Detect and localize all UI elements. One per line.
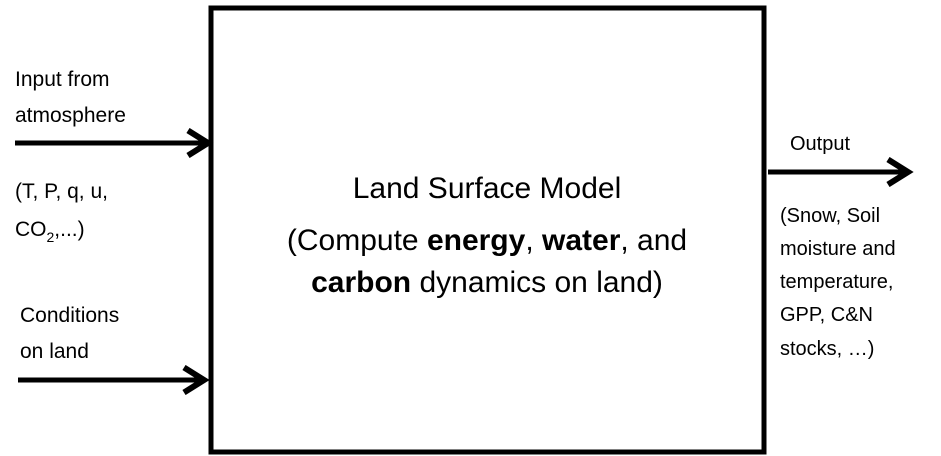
output-detail: stocks, …) xyxy=(780,338,874,360)
input-detail: (T, P, q, u, xyxy=(15,180,108,203)
conditions-label: on land xyxy=(20,340,89,363)
bold-word: water xyxy=(541,224,621,257)
input-label: Input from xyxy=(15,68,110,91)
text-part: , and xyxy=(620,224,687,257)
input-detail: CO2,...) xyxy=(15,218,85,245)
bold-word: energy xyxy=(427,224,526,257)
output-detail: (Snow, Soil xyxy=(780,205,880,227)
output-detail: temperature, xyxy=(780,271,893,293)
model-title: Land Surface Model xyxy=(353,172,622,205)
bold-word: carbon xyxy=(311,266,411,299)
model-desc: (Compute energy, water, and xyxy=(287,224,687,257)
output-detail: GPP, C&N xyxy=(780,304,873,326)
conditions-label: Conditions xyxy=(20,304,119,327)
text-part: , xyxy=(525,224,542,257)
model-box xyxy=(208,5,767,455)
model-desc: carbon dynamics on land) xyxy=(311,266,663,299)
text-part: CO xyxy=(15,218,47,241)
text-part: ,...) xyxy=(54,218,84,241)
text-part: dynamics on land) xyxy=(411,266,663,299)
text-part: (Compute xyxy=(287,224,427,257)
output-detail: moisture and xyxy=(780,238,896,260)
input-label: atmosphere xyxy=(15,104,126,127)
subscript: 2 xyxy=(47,229,55,245)
output-label: Output xyxy=(790,133,850,155)
